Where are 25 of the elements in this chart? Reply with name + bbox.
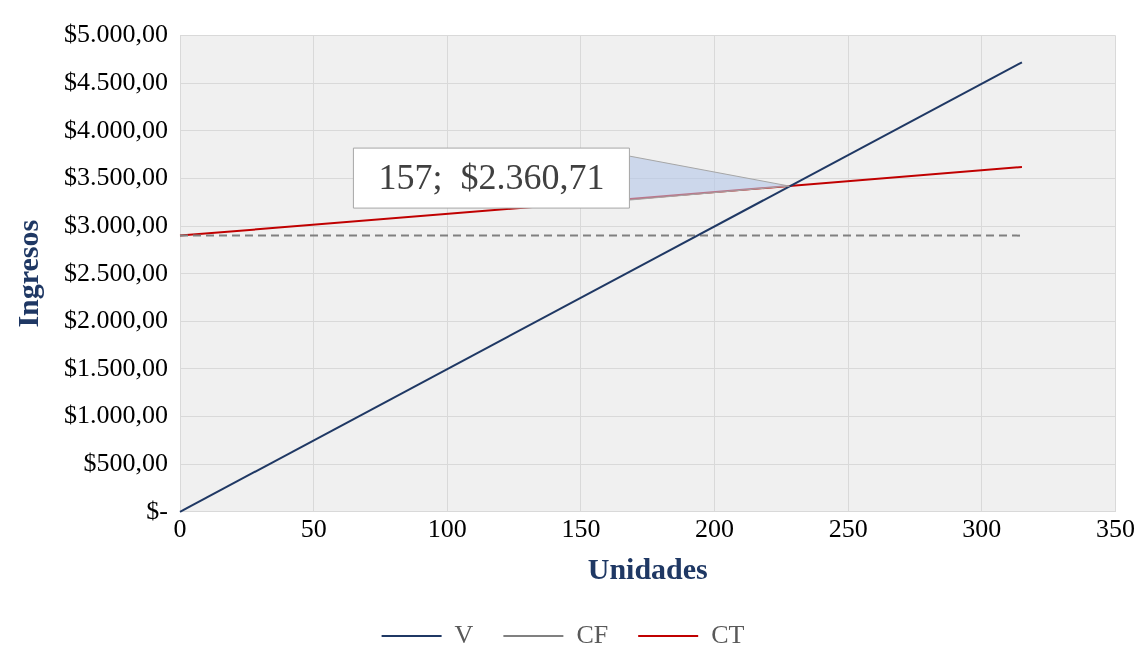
annotation: 157; $2.360,71 bbox=[378, 156, 605, 197]
x-tick-label: 250 bbox=[828, 514, 868, 544]
legend-label: CF bbox=[576, 619, 609, 649]
x-tick-label: 50 bbox=[300, 514, 327, 544]
y-tick-label: $- bbox=[146, 495, 168, 525]
x-tick-label: 100 bbox=[427, 514, 467, 544]
x-tick-label: 200 bbox=[695, 514, 735, 544]
y-tick-label: $2.000,00 bbox=[64, 305, 168, 335]
y-tick-label: $3.000,00 bbox=[64, 209, 168, 239]
legend-label: CT bbox=[711, 619, 745, 649]
x-axis-title: Unidades bbox=[587, 551, 708, 585]
y-tick-label: $3.500,00 bbox=[64, 162, 168, 192]
y-tick-label: $5.000,00 bbox=[64, 19, 168, 49]
y-tick-label: $500,00 bbox=[83, 448, 168, 478]
legend-label: V bbox=[454, 619, 474, 649]
x-tick-label: 0 bbox=[173, 514, 187, 544]
y-tick-label: $4.500,00 bbox=[64, 67, 168, 97]
x-tick-label: 150 bbox=[561, 514, 601, 544]
y-tick-label: $1.500,00 bbox=[64, 352, 168, 382]
y-tick-label: $2.500,00 bbox=[64, 257, 168, 287]
y-tick-label: $1.000,00 bbox=[64, 400, 168, 430]
y-tick-label: $4.000,00 bbox=[64, 114, 168, 144]
y-axis-title: Ingresos bbox=[10, 219, 44, 328]
x-tick-label: 350 bbox=[1096, 514, 1135, 544]
x-tick-label: 300 bbox=[962, 514, 1002, 544]
